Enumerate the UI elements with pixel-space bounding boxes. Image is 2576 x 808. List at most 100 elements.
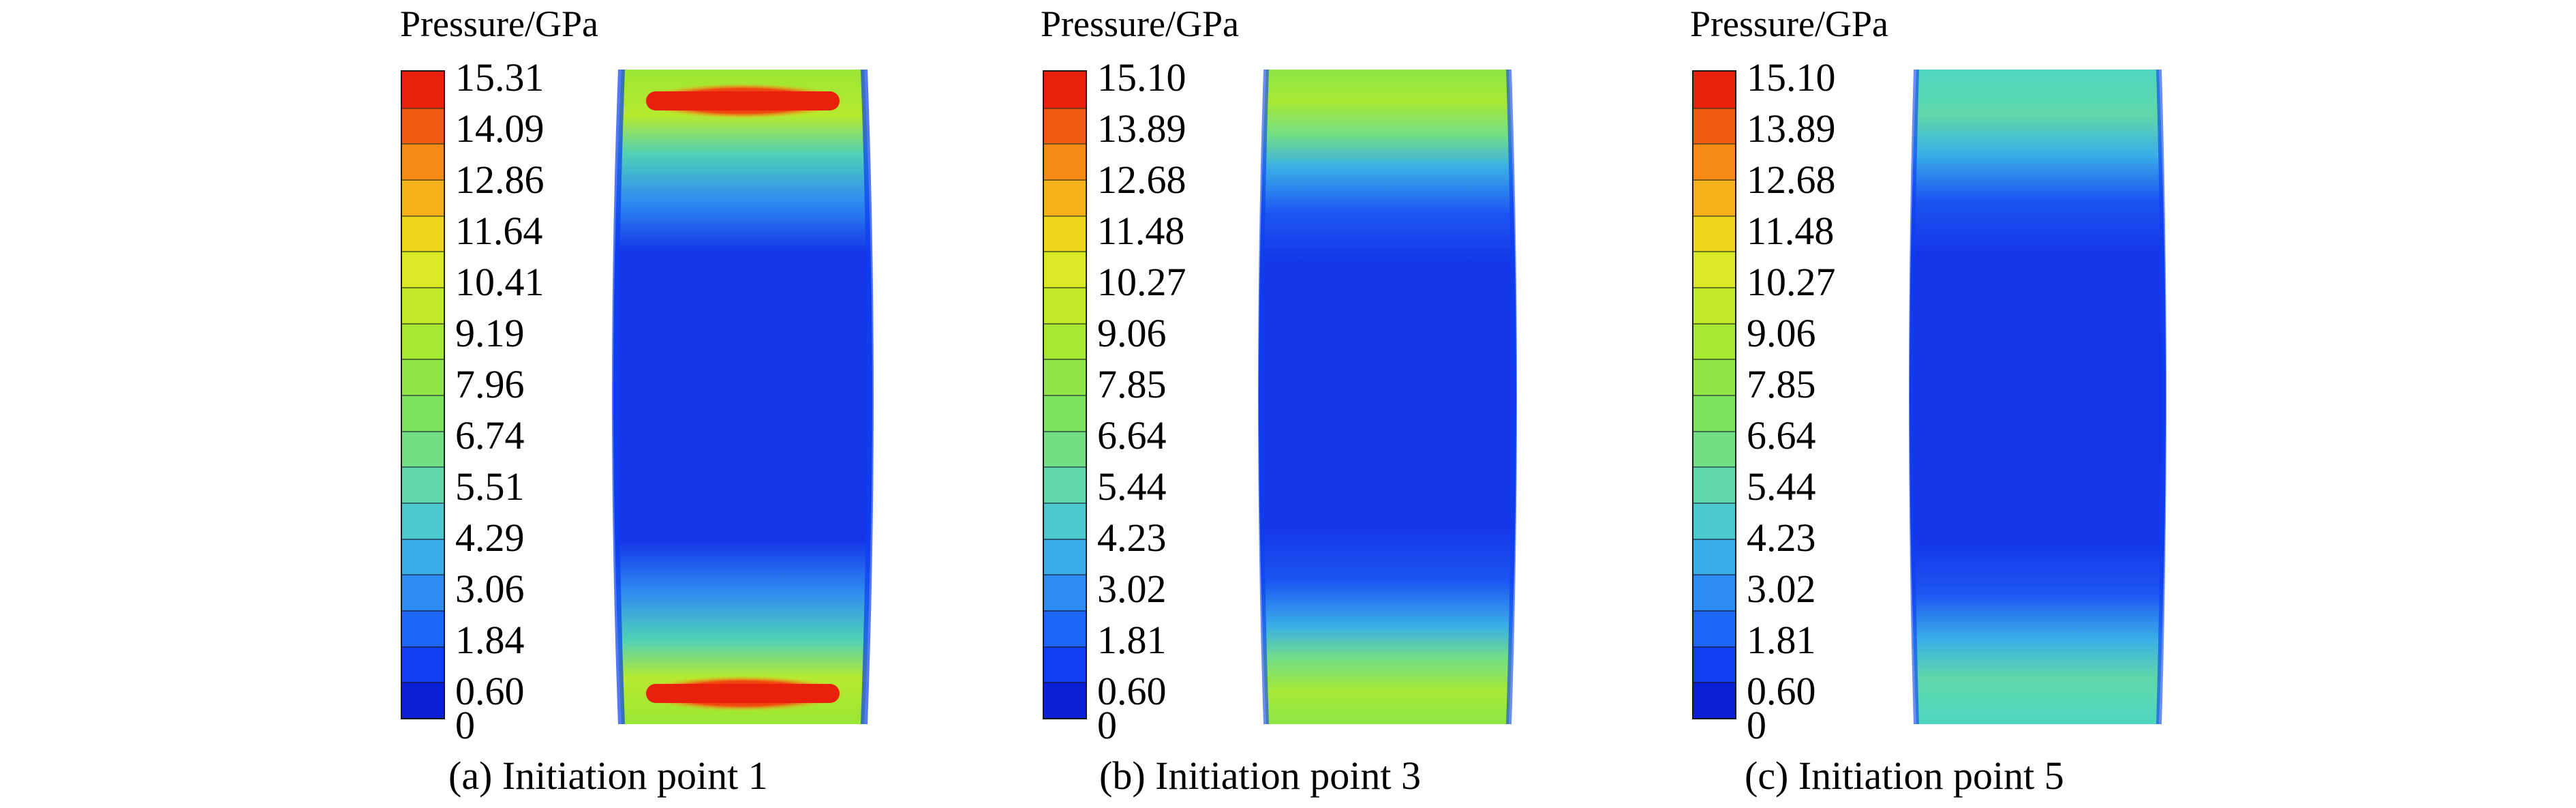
colorbar-separator <box>1044 538 1086 540</box>
colorbar-separator <box>1044 323 1086 325</box>
colorbar-segment <box>402 610 444 648</box>
colorbar-segment <box>402 538 444 576</box>
colorbar-segment <box>1044 286 1086 325</box>
colorbar-segment <box>1044 72 1086 109</box>
colorbar-segment <box>1693 538 1735 576</box>
colorbar-separator <box>402 430 444 432</box>
colorbar-separator <box>1044 682 1086 684</box>
colorbar-separator <box>1693 502 1735 504</box>
panel-c: Pressure/GPa 15.10 13.89 12.68 11.48 10.… <box>1290 0 2166 808</box>
colorbar-segment <box>1693 502 1735 540</box>
colorbar-segment <box>1044 251 1086 288</box>
pressure-colorbar <box>401 70 445 719</box>
tick-label: 12.86 <box>455 158 545 202</box>
colorbar-separator <box>402 538 444 540</box>
colorbar-segment <box>1693 251 1735 288</box>
colorbar-separator <box>402 323 444 325</box>
colorbar-separator <box>402 286 444 288</box>
colorbar-separator <box>1693 359 1735 361</box>
colorbar-segment <box>402 430 444 468</box>
colorbar-separator <box>402 646 444 648</box>
colorbar-segment <box>1693 430 1735 468</box>
colorbar-segment <box>1693 107 1735 145</box>
colorbar-segment <box>1693 72 1735 109</box>
colorbar-segment <box>402 72 444 109</box>
colorbar-separator <box>1693 466 1735 468</box>
colorbar-separator <box>1044 610 1086 612</box>
colorbar-segment <box>1044 359 1086 396</box>
tick-label: 6.64 <box>1097 413 1167 458</box>
colorbar-separator <box>1044 395 1086 396</box>
tick-label: 5.44 <box>1747 464 1816 509</box>
colorbar-segment <box>1693 323 1735 361</box>
colorbar-segment <box>402 251 444 288</box>
colorbar-segment <box>402 286 444 325</box>
tick-label: 0.60 <box>1097 669 1167 713</box>
colorbar-separator <box>402 359 444 361</box>
tick-label: 4.23 <box>1097 515 1167 560</box>
colorbar-separator <box>402 215 444 217</box>
panel-b: Pressure/GPa 15.10 13.89 12.68 11.48 10.… <box>641 0 1517 808</box>
colorbar-segment <box>1044 610 1086 648</box>
tick-label: 9.06 <box>1747 311 1816 355</box>
tick-label: 10.27 <box>1747 260 1836 304</box>
tick-label: 4.29 <box>455 515 525 560</box>
colorbar-separator <box>1693 251 1735 253</box>
colorbar-segment <box>1044 179 1086 217</box>
tick-label: 12.68 <box>1097 158 1186 202</box>
colorbar-segment <box>1044 466 1086 504</box>
colorbar-segment <box>402 323 444 361</box>
colorbar-separator <box>1044 179 1086 181</box>
colorbar-separator <box>1044 466 1086 468</box>
tick-label: 0 <box>455 703 475 747</box>
tick-label: 1.81 <box>1747 618 1816 662</box>
tick-label: 10.27 <box>1097 260 1186 304</box>
colorbar-segment <box>1693 574 1735 612</box>
tick-label: 1.81 <box>1097 618 1167 662</box>
colorbar-separator <box>1693 179 1735 181</box>
colorbar-segment <box>1044 502 1086 540</box>
panel-caption: (a) Initiation point 1 <box>448 753 768 798</box>
colorbar-segment <box>1044 430 1086 468</box>
colorbar-separator <box>1044 574 1086 576</box>
tick-label: 7.85 <box>1747 362 1816 406</box>
colorbar-segment <box>1693 466 1735 504</box>
tick-label: 5.51 <box>455 464 525 509</box>
tick-label: 15.10 <box>1747 55 1836 100</box>
tick-label: 11.48 <box>1747 209 1835 253</box>
colorbar-separator <box>402 502 444 504</box>
panel-a: Pressure/GPa 15.31 14.09 12.86 11.64 10.… <box>0 0 874 808</box>
colorbar-separator <box>1044 215 1086 217</box>
tick-label: 0.60 <box>1747 669 1816 713</box>
tick-label: 9.06 <box>1097 311 1167 355</box>
colorbar-separator <box>402 682 444 684</box>
colorbar-segment <box>402 502 444 540</box>
tick-label: 15.10 <box>1097 55 1186 100</box>
colorbar-segment <box>1693 286 1735 325</box>
specimen-pressure-map <box>612 69 874 725</box>
tick-label: 6.74 <box>455 413 525 458</box>
tick-label: 1.84 <box>455 618 525 662</box>
colorbar-segment <box>1044 107 1086 145</box>
colorbar-segment <box>402 107 444 145</box>
tick-label: 11.64 <box>455 209 543 253</box>
colorbar-segment <box>1693 359 1735 396</box>
tick-label: 0 <box>1097 703 1117 747</box>
tick-label: 3.02 <box>1097 567 1167 611</box>
tick-label: 13.89 <box>1097 106 1186 151</box>
tick-label: 7.85 <box>1097 362 1167 406</box>
colorbar-separator <box>1044 107 1086 109</box>
pressure-colorbar <box>1692 70 1736 719</box>
pressure-colorbar <box>1043 70 1087 719</box>
colorbar-segment <box>402 143 444 181</box>
colorbar-segment <box>1693 646 1735 684</box>
colorbar-separator <box>1693 323 1735 325</box>
tick-label: 6.64 <box>1747 413 1816 458</box>
legend-title: Pressure/GPa <box>400 3 598 44</box>
colorbar-separator <box>1693 574 1735 576</box>
colorbar-separator <box>402 143 444 145</box>
colorbar-segment <box>1044 646 1086 684</box>
colorbar-segment <box>1044 538 1086 576</box>
tick-label: 4.23 <box>1747 515 1816 560</box>
tick-label: 10.41 <box>455 260 545 304</box>
